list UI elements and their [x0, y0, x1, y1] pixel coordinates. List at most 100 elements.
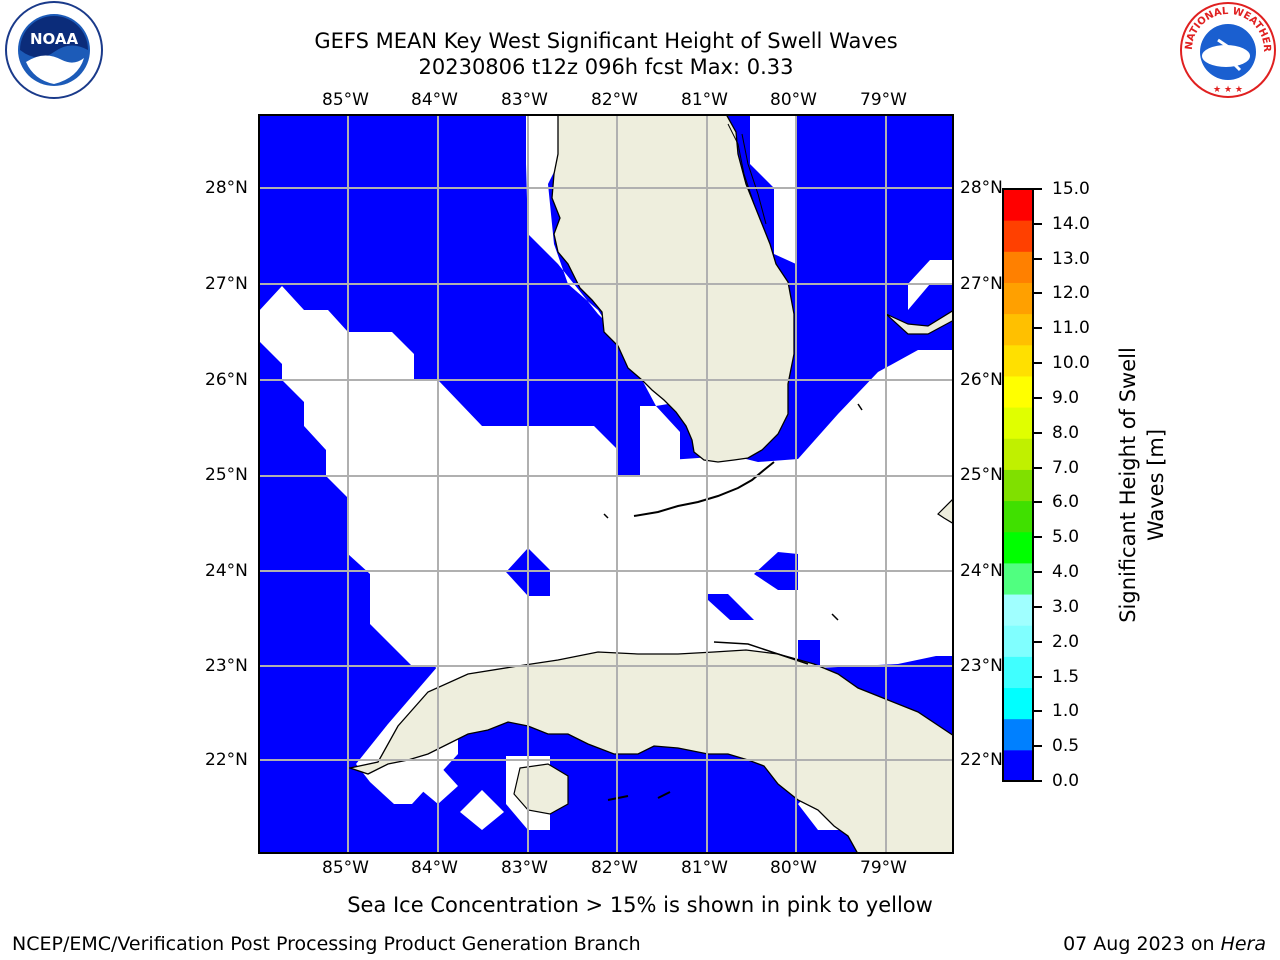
lat-label-right-27n: 27°N — [960, 274, 1003, 294]
lat-label-right-24n: 24°N — [960, 561, 1003, 581]
colorbar-title-line1: Significant Height of Swell — [1116, 347, 1140, 623]
lat-label-right-23n: 23°N — [960, 656, 1003, 676]
footer-date: 07 Aug 2023 on Hera — [1063, 933, 1266, 955]
svg-text:★ ★ ★: ★ ★ ★ — [1213, 85, 1243, 95]
colorbar-label: 13.0 — [1052, 248, 1090, 269]
lat-label-left-26n: 26°N — [205, 370, 248, 390]
colorbar-tick — [1034, 222, 1042, 225]
colorbar-label: 12.0 — [1052, 283, 1090, 304]
colorbar-tick — [1034, 466, 1042, 469]
colorbar-swatch — [1003, 282, 1033, 315]
no-data-region-south-3 — [460, 790, 504, 830]
colorbar-label: 0.5 — [1052, 736, 1080, 757]
lat-label-right-25n: 25°N — [960, 465, 1003, 485]
lon-label-bottom-80w: 80°W — [770, 858, 817, 878]
no-data-region-atlantic-ne — [908, 260, 954, 310]
colorbar-swatch — [1003, 469, 1033, 502]
svg-text:NOAA: NOAA — [30, 30, 79, 48]
bahamas-islet-1 — [857, 403, 863, 411]
colorbar-frame — [1002, 188, 1034, 782]
colorbar-swatch — [1003, 562, 1033, 595]
chart-title-line2: 20230806 t12z 096h fcst Max: 0.33 — [418, 55, 794, 79]
footer-branch: NCEP/EMC/Verification Post Processing Pr… — [12, 933, 641, 955]
colorbar-label: 4.0 — [1052, 562, 1080, 583]
colorbar-swatch — [1003, 375, 1033, 408]
swell-height-map — [258, 114, 954, 854]
lat-label-left-25n: 25°N — [205, 465, 248, 485]
lon-label-bottom-82w: 82°W — [591, 858, 638, 878]
land-grand-bahama — [885, 309, 954, 335]
colorbar-tick — [1034, 571, 1042, 574]
lon-label-top-84w: 84°W — [411, 90, 458, 110]
colorbar-swatch — [1003, 625, 1033, 657]
lat-label-left-23n: 23°N — [205, 656, 248, 676]
colorbar-swatch — [1003, 500, 1033, 533]
colorbar-tick — [1034, 710, 1042, 713]
lon-label-bottom-83w: 83°W — [501, 858, 548, 878]
colorbar-swatch — [1003, 687, 1033, 720]
florida-keys — [633, 461, 775, 517]
colorbar-tick — [1034, 745, 1042, 748]
no-data-region-south-4 — [414, 764, 458, 804]
colorbar-label: 15.0 — [1052, 179, 1090, 199]
swell-blob-3 — [708, 594, 754, 620]
colorbar-label: 2.0 — [1052, 631, 1080, 652]
no-data-region-atlantic-nw — [750, 114, 796, 264]
colorbar-swatch — [1003, 407, 1033, 439]
colorbar-tick — [1034, 327, 1042, 330]
lon-label-bottom-81w: 81°W — [681, 858, 728, 878]
colorbar-tick — [1034, 536, 1042, 539]
lon-label-top-82w: 82°W — [591, 90, 638, 110]
sea-ice-note: Sea Ice Concentration > 15% is shown in … — [347, 893, 933, 917]
colorbar-tick — [1034, 362, 1042, 365]
colorbar-tick — [1034, 188, 1042, 190]
colorbar-label: 0.0 — [1052, 771, 1080, 791]
map-frame — [258, 114, 954, 854]
chart-title-line1: GEFS MEAN Key West Significant Height of… — [314, 29, 898, 53]
colorbar-swatch — [1003, 438, 1033, 470]
colorbar-swatch — [1003, 718, 1033, 751]
colorbar-tick — [1034, 257, 1042, 260]
graticule — [258, 114, 954, 854]
colorbar-label: 1.5 — [1052, 666, 1080, 687]
colorbar-tick — [1034, 780, 1042, 782]
colorbar-swatch — [1003, 220, 1033, 252]
colorbar-swatch — [1003, 251, 1033, 283]
noaa-logo: NOAA — [4, 0, 104, 104]
colorbar-swatches — [1002, 188, 1034, 782]
colorbar — [1002, 188, 1034, 786]
colorbar-label: 8.0 — [1052, 422, 1080, 443]
colorbar-label: 10.0 — [1052, 353, 1090, 374]
land-cuba — [347, 649, 954, 854]
lon-label-top-79w: 79°W — [860, 90, 907, 110]
colorbar-swatch — [1003, 313, 1033, 346]
colorbar-tick — [1034, 396, 1042, 399]
colorbar-label: 7.0 — [1052, 457, 1080, 478]
colorbar-swatch — [1003, 531, 1033, 564]
lat-label-right-26n: 26°N — [960, 370, 1003, 390]
lon-label-bottom-79w: 79°W — [860, 858, 907, 878]
colorbar-tick — [1034, 501, 1042, 504]
no-data-region-coast — [526, 114, 668, 406]
lat-label-right-28n: 28°N — [960, 178, 1003, 198]
colorbar-swatch — [1003, 189, 1033, 221]
colorbar-tick — [1034, 640, 1042, 643]
no-data-region-straits — [640, 454, 842, 619]
colorbar-swatch — [1003, 656, 1033, 689]
footer-date-text: 07 Aug 2023 on — [1063, 933, 1221, 955]
lon-label-top-85w: 85°W — [322, 90, 369, 110]
colorbar-tick — [1034, 431, 1042, 434]
land-florida — [551, 114, 795, 463]
lon-label-bottom-84w: 84°W — [411, 858, 458, 878]
bahamas-islet-2 — [831, 613, 839, 621]
no-data-region-bahamas — [862, 406, 906, 452]
colorbar-label: 14.0 — [1052, 213, 1090, 234]
land-andros — [937, 497, 954, 525]
colorbar-tick — [1034, 605, 1042, 608]
colorbar-label: 9.0 — [1052, 387, 1080, 408]
colorbar-swatch — [1003, 749, 1033, 782]
lon-label-top-83w: 83°W — [501, 90, 548, 110]
colorbar-label: 5.0 — [1052, 527, 1080, 548]
lat-label-right-22n: 22°N — [960, 750, 1003, 770]
lon-label-bottom-85w: 85°W — [322, 858, 369, 878]
